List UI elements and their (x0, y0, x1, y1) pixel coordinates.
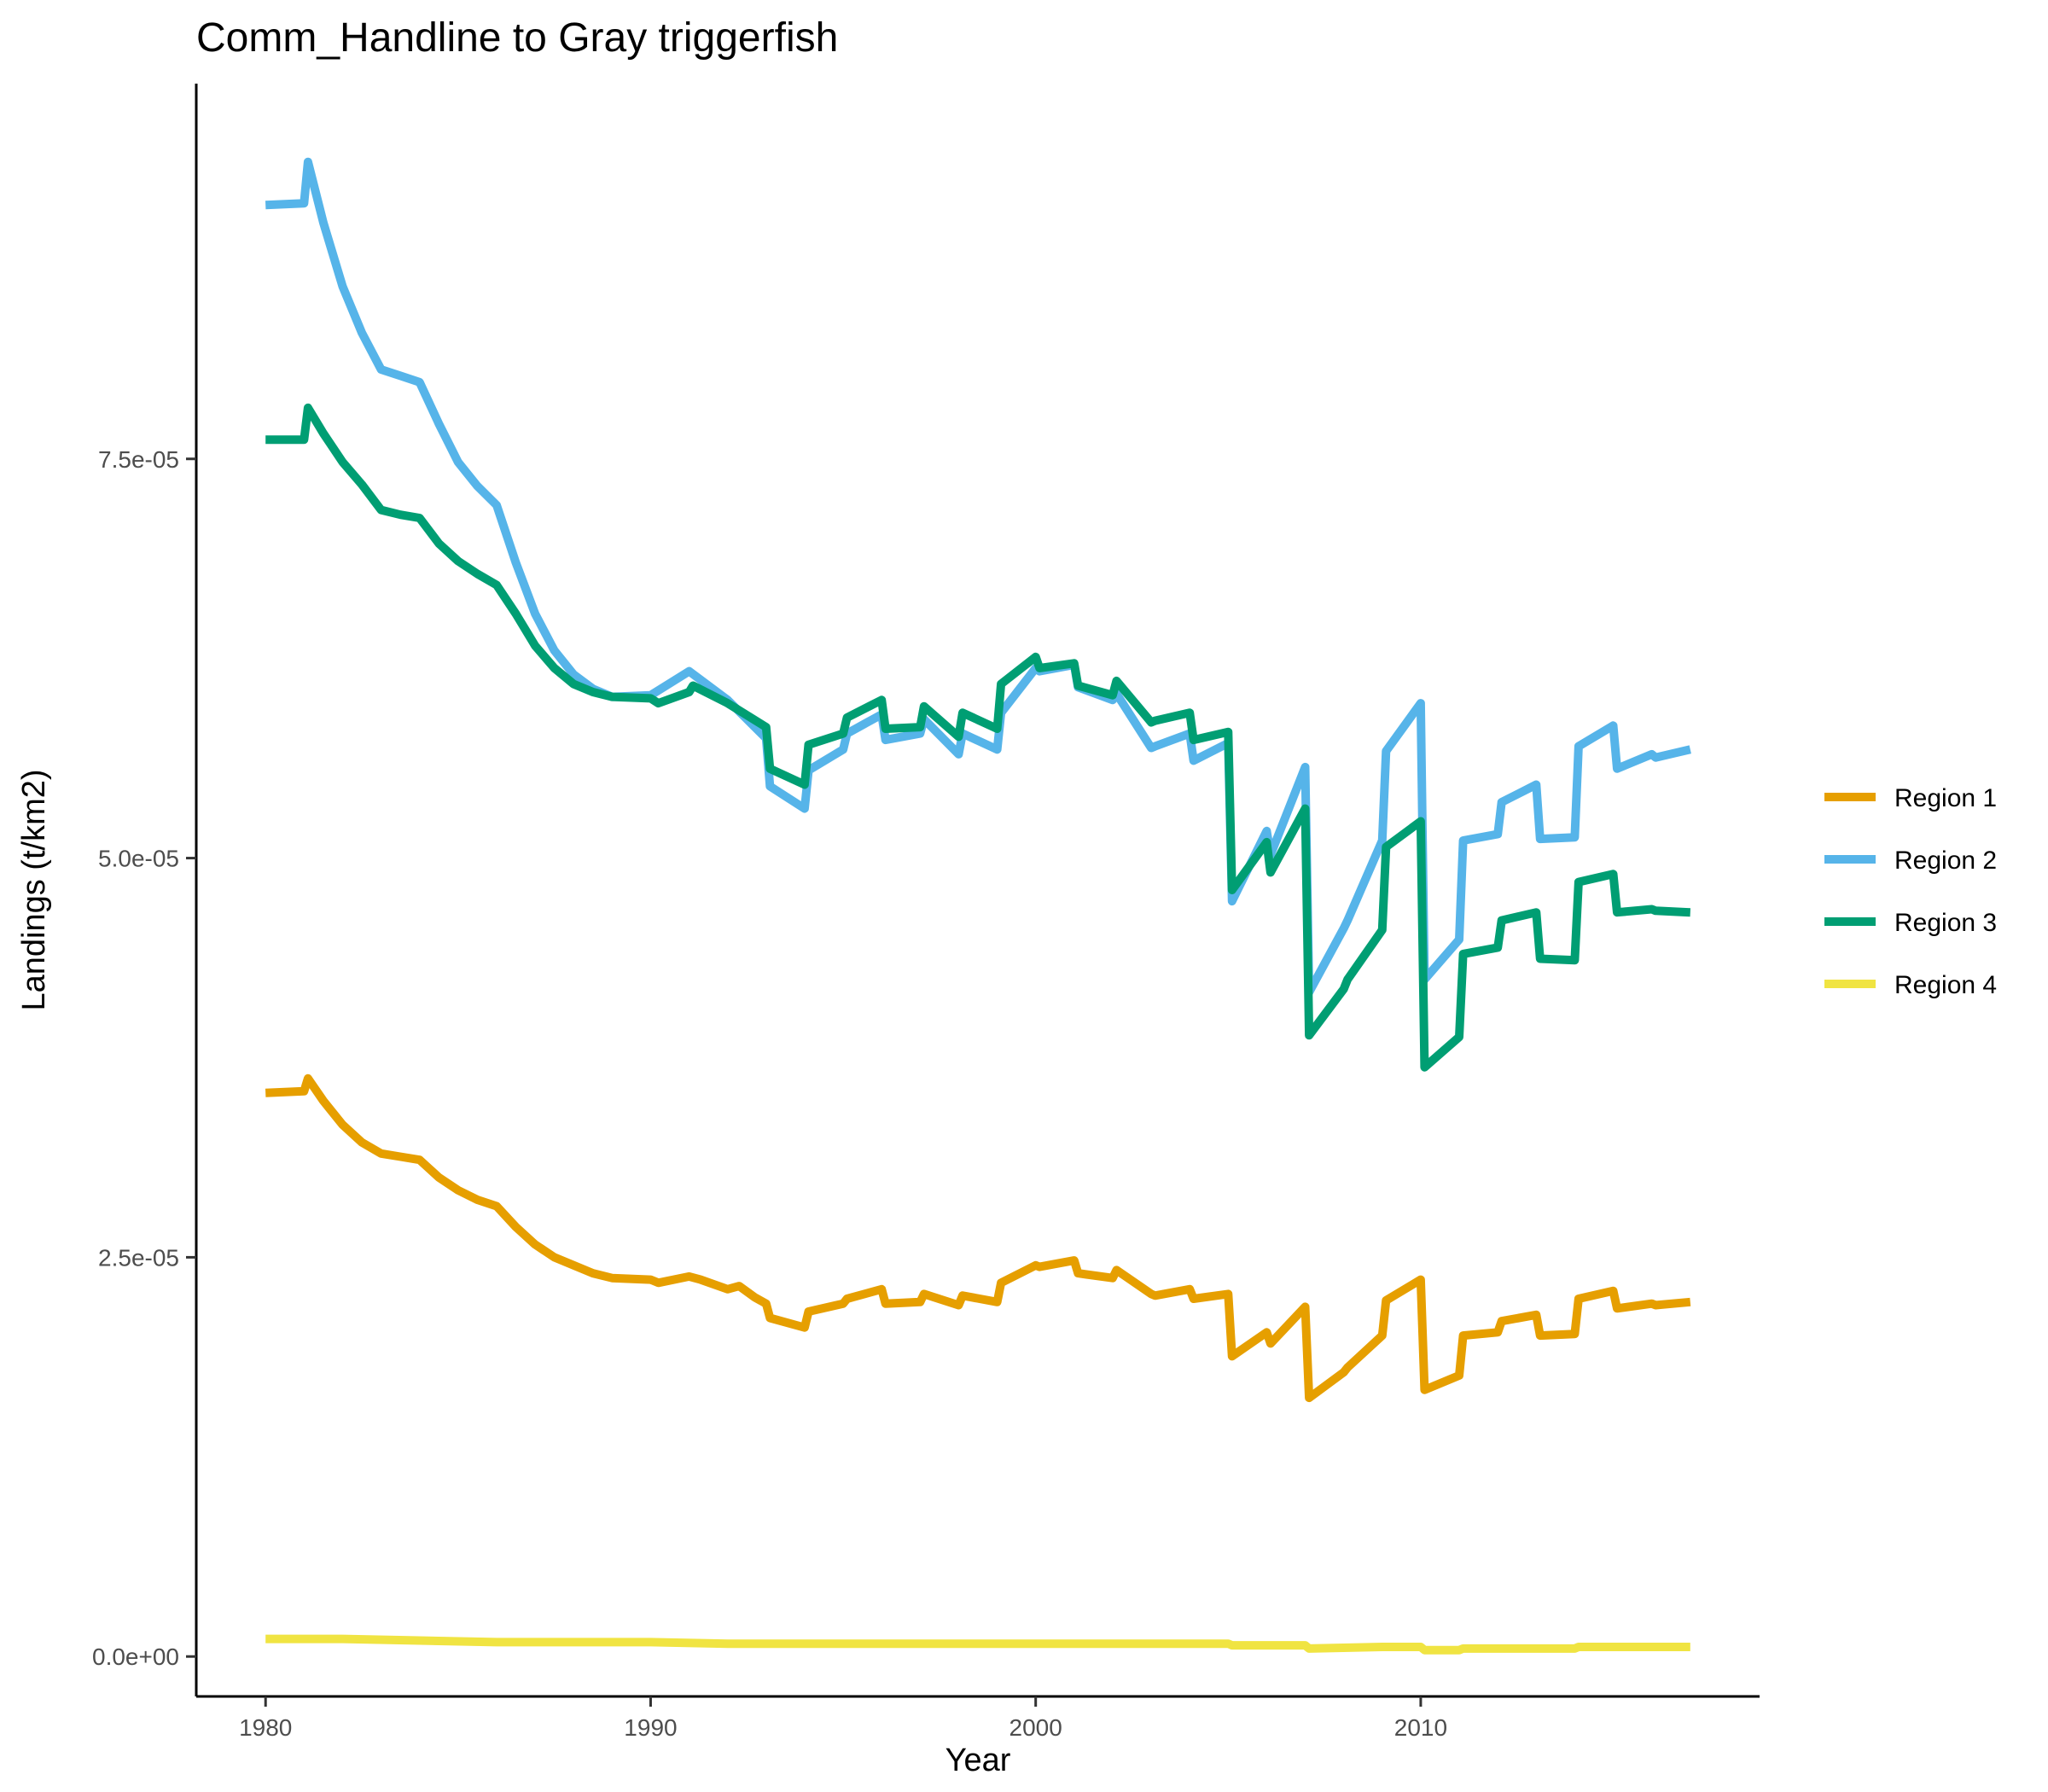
x-tick-label: 2010 (1394, 1714, 1447, 1741)
y-tick-label: 5.0e-05 (98, 846, 179, 872)
y-ticks: 0.0e+00 2.5e-05 5.0e-05 7.5e-05 (92, 446, 196, 1670)
x-tick-label: 1980 (239, 1714, 292, 1741)
series-line-region-3 (265, 403, 1691, 1072)
legend-label-region-2: Region 2 (1894, 847, 1997, 875)
y-tick-label: 2.5e-05 (98, 1244, 179, 1271)
x-axis-title: Year (945, 1743, 1011, 1778)
y-tick-label: 0.0e+00 (92, 1644, 179, 1670)
legend-label-region-1: Region 1 (1894, 784, 1997, 812)
series-line-region-4 (265, 1634, 1690, 1655)
legend-label-region-4: Region 4 (1894, 971, 1997, 999)
plot-lines (265, 157, 1691, 1655)
chart-title: Comm_Handline to Gray triggerfish (196, 15, 838, 61)
x-tick-label: 2000 (1009, 1714, 1062, 1741)
series-line-region-1 (265, 1073, 1691, 1403)
x-ticks: 1980 1990 2000 2010 (239, 1696, 1447, 1741)
y-tick-label: 7.5e-05 (98, 446, 179, 473)
x-tick-label: 1990 (624, 1714, 677, 1741)
y-axis-title: Landings (t/km2) (16, 769, 52, 1010)
legend-label-region-3: Region 3 (1894, 909, 1997, 937)
legend: Region 1 Region 2 Region 3 Region 4 (1824, 784, 1997, 999)
